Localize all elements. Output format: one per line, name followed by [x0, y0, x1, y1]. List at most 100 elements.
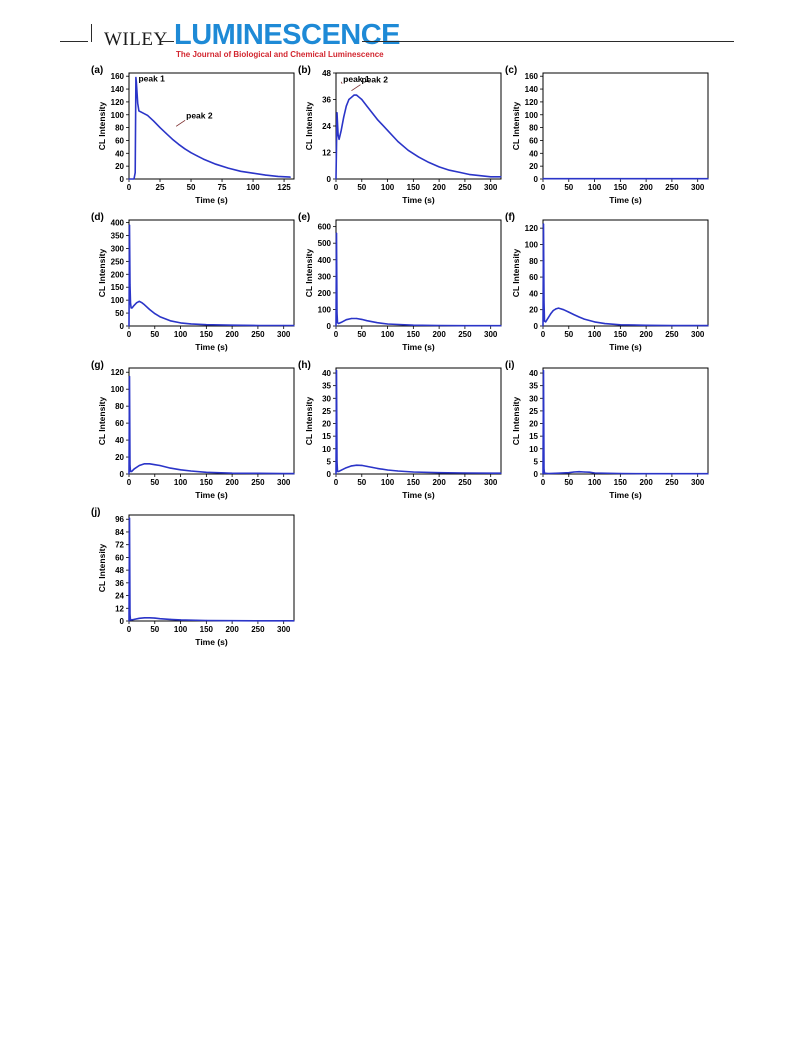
series-point [133, 468, 135, 470]
y-tick-label: 0 [327, 470, 332, 479]
x-tick-label: 50 [187, 183, 196, 192]
series-point [545, 321, 547, 323]
series-point [129, 614, 131, 616]
x-tick-label: 0 [334, 478, 339, 487]
annotation-pointer [351, 84, 361, 91]
x-tick-label: 50 [357, 478, 366, 487]
y-tick-label: 25 [529, 407, 538, 416]
series-point [128, 325, 130, 327]
plot-frame [128, 514, 295, 622]
panel-tag: (i) [505, 360, 515, 371]
x-tick-label: 0 [127, 478, 132, 487]
x-tick-label: 300 [484, 330, 498, 339]
series-point [338, 322, 340, 325]
x-tick-label: 150 [407, 183, 421, 192]
series-point [428, 161, 430, 163]
series-point [131, 307, 133, 309]
series-point [169, 467, 171, 469]
series-point [138, 464, 140, 467]
series-point [500, 176, 502, 178]
x-tick-label: 50 [564, 183, 573, 192]
series-point [376, 467, 378, 469]
series-point [338, 470, 340, 473]
y-tick-label: 20 [529, 162, 538, 171]
y-tick-label: 100 [111, 385, 125, 394]
series-point [560, 308, 562, 310]
series-point [231, 620, 233, 622]
series-point [573, 314, 575, 316]
series-point [133, 304, 135, 306]
y-tick-label: 60 [115, 419, 124, 428]
series-point [490, 472, 492, 474]
series-point [697, 473, 699, 475]
y-tick-label: 15 [322, 432, 331, 441]
x-tick-label: 50 [357, 183, 366, 192]
x-tick-label: 0 [541, 330, 546, 339]
y-tick-label: 20 [322, 420, 331, 429]
series-point [336, 470, 339, 473]
y-tick-label: 40 [529, 289, 538, 298]
y-axis-label: CL Intensity [304, 101, 314, 150]
series-point [542, 325, 544, 327]
series-point [490, 325, 492, 327]
x-axis-label: Time (s) [195, 490, 228, 500]
series-point [196, 155, 198, 157]
series-point [143, 617, 146, 619]
y-tick-label: 10 [529, 445, 538, 454]
plot-frame [128, 219, 295, 327]
series-line [335, 232, 501, 327]
x-tick-label: 0 [127, 183, 132, 192]
x-tick-label: 150 [407, 330, 421, 339]
series-point [335, 232, 338, 234]
x-tick-label: 150 [614, 183, 628, 192]
x-tick-label: 25 [156, 183, 165, 192]
series-point [149, 463, 151, 465]
series-point [257, 620, 259, 622]
journal-title: LUMINESCENCE [174, 19, 401, 51]
series-point [387, 469, 389, 471]
series-point [361, 98, 363, 101]
series-line [129, 76, 291, 180]
series-point [578, 316, 580, 318]
series-point [542, 178, 544, 180]
series-point [397, 140, 399, 143]
series-point [500, 472, 502, 474]
series-point [542, 223, 545, 225]
chart-svg: 0 100 200 300 400 500 600 0 50 100 150 200 250 300 Tim… [304, 219, 502, 352]
y-axis-label: CL Intensity [304, 248, 314, 297]
series-point [293, 324, 295, 327]
y-tick-label: 24 [115, 592, 124, 601]
page-header: WILEY LUMINESCENCE The Journal of Biolog… [0, 0, 793, 60]
series-point [159, 127, 161, 129]
series-point [340, 321, 342, 323]
y-tick-label: 96 [115, 515, 124, 524]
series-point [568, 311, 570, 313]
y-tick-label: 48 [322, 69, 331, 78]
y-tick-label: 30 [322, 394, 331, 403]
series-point [190, 152, 192, 154]
series-point [490, 176, 492, 178]
x-tick-label: 200 [432, 183, 446, 192]
series-point [645, 324, 647, 326]
series-point [231, 324, 233, 326]
series-point [588, 471, 590, 473]
series-point [257, 472, 259, 474]
y-tick-label: 80 [115, 402, 124, 411]
series-point [407, 149, 409, 151]
series-point [707, 473, 709, 475]
series-point [159, 316, 161, 318]
series-point [143, 304, 146, 306]
y-tick-label: 250 [111, 257, 125, 266]
header-tick [91, 24, 92, 42]
chart-svg: 0 20 40 60 80 100 120 140 160 0 50 100 150 200 250 300 T… [511, 72, 709, 205]
series-point [129, 302, 132, 304]
series-point [180, 469, 182, 471]
series-point [336, 312, 338, 314]
series-point [350, 465, 353, 467]
y-tick-label: 200 [318, 289, 332, 298]
series-point [190, 323, 192, 325]
chart-svg: 0 12 24 36 48 0 50 100 150 200 250 300 Time (s) CL In… [304, 69, 502, 205]
series-point [340, 469, 342, 471]
series-point [180, 322, 182, 324]
y-tick-label: 600 [318, 223, 332, 232]
